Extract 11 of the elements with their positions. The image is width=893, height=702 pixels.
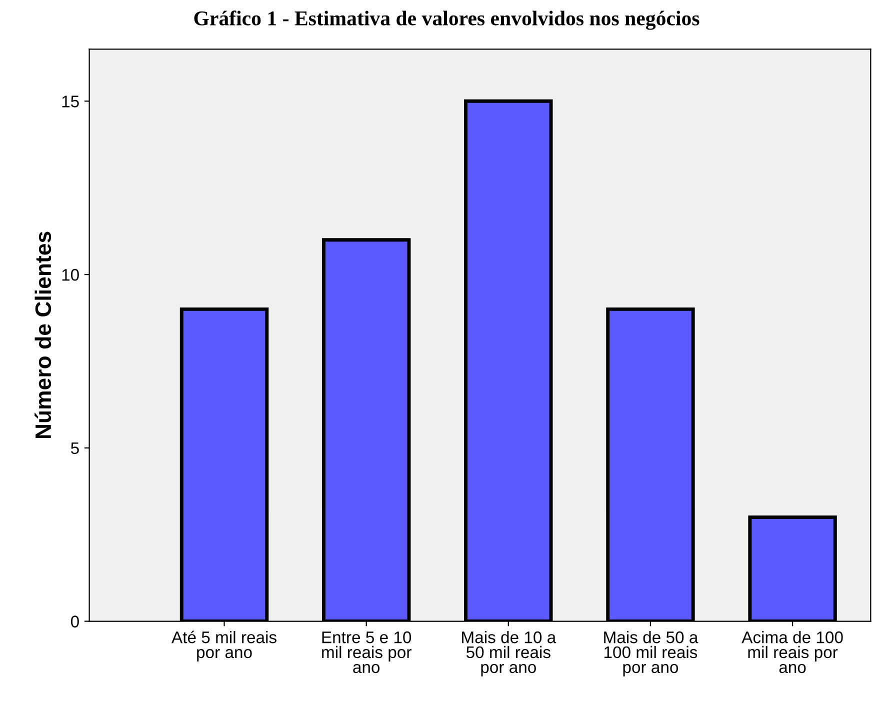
- y-tick-label: 5: [70, 442, 79, 454]
- x-tick-label: Acima de 100 mil reais por ano: [742, 630, 843, 674]
- y-tick-label: 15: [62, 96, 79, 108]
- x-tick-label: Entre 5 e 10 mil reais por ano: [322, 631, 412, 674]
- x-tick-label: Até 5 mil reais por ano: [172, 630, 276, 662]
- chart-title: Gráfico 1 - Estimativa de valores envolvidos nos negócios: [194, 10, 700, 30]
- y-tick-label: 10: [62, 268, 79, 281]
- x-tick-label: Mais de 10 a 50 mil reais por ano: [462, 630, 556, 676]
- x-tick-label: Mais de 50 a 100 mil reais por ano: [604, 630, 698, 676]
- y-axis-title: Número de Clientes: [34, 232, 52, 438]
- y-tick-label: 0: [70, 616, 79, 628]
